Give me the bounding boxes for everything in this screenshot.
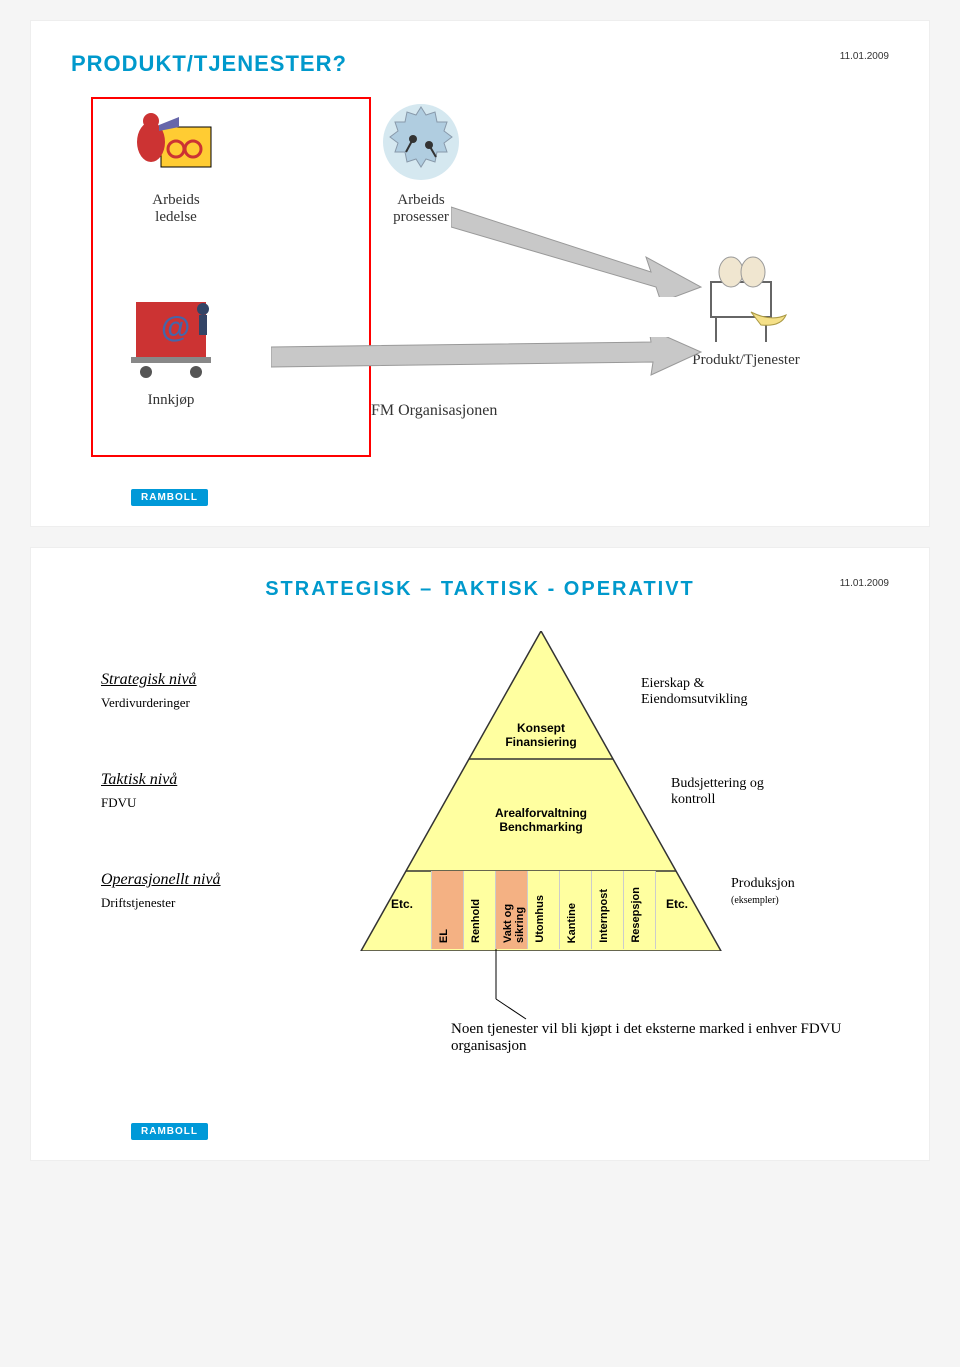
pyramid-col-label-6: Resepsjon [630,887,642,943]
megaphone-person-icon [131,107,221,187]
etc-left: Etc. [391,897,413,911]
gear-people-icon [371,97,471,187]
label-innkjop: Innkjøp [148,392,195,409]
label-fm-org: FM Organisasjonen [371,402,497,420]
etc-right: Etc. [666,897,688,911]
slide2-date: 11.01.2009 [840,578,889,589]
footnote: Noen tjenester vil bli kjøpt i det ekste… [451,1021,871,1055]
pyramid-col-1: Renhold [463,871,495,949]
slide2-title: STRATEGISK – TAKTISK - OPERATIVT [71,578,889,601]
pyramid-col-2: Vakt og sikring [495,871,527,949]
node-innkjop: @ Innkjøp [121,297,221,409]
arrow-prosesser-to-produkt [451,177,711,297]
pyramid-col-label-2: Vakt og sikring [502,871,526,943]
slide-1: PRODUKT/TJENESTER? 11.01.2009 Arbeids le… [30,20,930,527]
slide-2: STRATEGISK – TAKTISK - OPERATIVT 11.01.2… [30,547,930,1161]
level-operational-title: Operasjonellt nivå [101,871,221,889]
level-tactical-title: Taktisk nivå [101,771,177,789]
pyramid-col-0: EL [431,871,463,949]
level-operational-sub: Driftstjenester [101,895,221,911]
pyramid-top-text: Konsept Finansiering [491,721,591,749]
level-strategic-title: Strategisk nivå [101,671,197,689]
label-arbeids-prosesser: Arbeids prosesser [393,192,449,226]
level-operational: Operasjonellt nivå Driftstjenester [101,871,221,911]
arrow-innkjop-to-produkt [271,337,711,397]
pyramid-col-4: Kantine [559,871,591,949]
pyramid-col-label-1: Renhold [470,899,482,943]
level-tactical: Taktisk nivå FDVU [101,771,177,811]
pyramid-col-3: Utomhus [527,871,559,949]
pyramid: Konsept Finansiering Arealforvaltning Be… [331,631,751,951]
level-strategic-sub: Verdivurderinger [101,695,197,711]
pyramid-col-6: Resepsjon [623,871,655,949]
pyramid-col-label-3: Utomhus [534,895,546,943]
pyramid-col-label-0: EL [438,929,450,943]
pyramid-col-5: Internpost [591,871,623,949]
diagram-pyramid: Strategisk nivå Verdivurderinger Taktisk… [71,631,889,1131]
slide1-date: 11.01.2009 [840,51,889,62]
slide1-title: PRODUKT/TJENESTER? [71,51,889,77]
level-tactical-sub: FDVU [101,795,177,811]
pyramid-col-label-5: Internpost [598,889,610,943]
diagram-produkt-tjenester: Arbeids ledelse Arbeids prosesser @ [71,97,889,517]
label-arbeids-ledelse: Arbeids ledelse [152,192,200,226]
pyramid-col-label-4: Kantine [566,903,578,943]
shopping-cart-icon: @ [121,297,221,387]
pyramid-mid-text: Arealforvaltning Benchmarking [476,806,606,834]
level-strategic: Strategisk nivå Verdivurderinger [101,671,197,711]
svg-text:@: @ [161,311,190,344]
callout-line [471,949,531,1024]
node-arbeids-ledelse: Arbeids ledelse [131,107,221,226]
